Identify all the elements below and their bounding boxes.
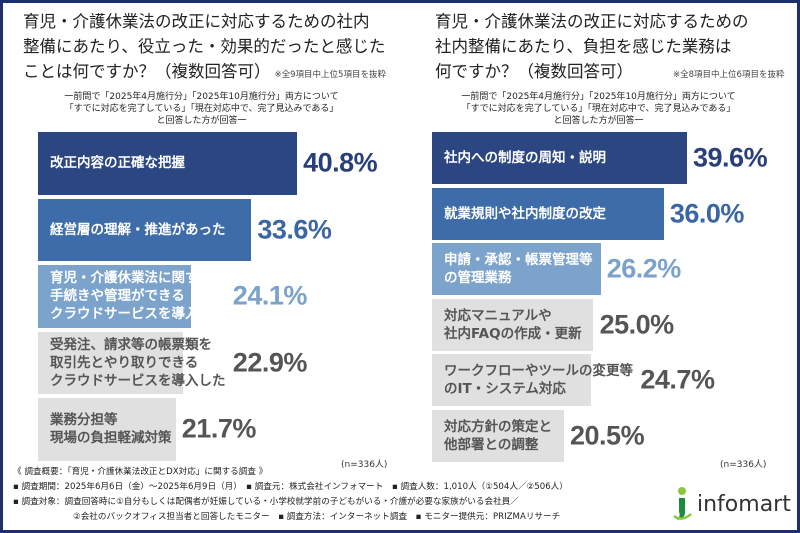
left-bar <box>38 331 184 394</box>
right-value-label: 25.0% <box>599 309 675 340</box>
left-bar-row: 育児・介護休業法に関する 手続きや管理ができる クラウドサービスを導入した 24.… <box>38 265 388 328</box>
right-panel: 育児・介護休業法の改正に対応するための 社内整備にあたり、負担を感じた業務は 何です… <box>400 3 797 470</box>
left-value-label: 22.9% <box>232 347 308 378</box>
left-subtitle-line: と回答した方が回答一 <box>156 116 247 126</box>
footer-line3: ▪ 調査対象：調査回答時に①自分もしくは配偶者が妊娠している・小学校就学前の子ど… <box>13 497 519 507</box>
right-bar-row: 対応マニュアルや 社内FAQの作成・更新 25.0% <box>432 298 782 351</box>
infomart-logo-text: infomart <box>697 491 791 517</box>
right-title-text: 育児・介護休業法の改正に対応するための <box>435 12 749 31</box>
right-question-title: 育児・介護休業法の改正に対応するための 社内整備にあたり、負担を感じた業務は 何です… <box>435 9 784 88</box>
left-bar-row: 経営層の理解・推進があった 33.6% <box>38 198 388 261</box>
left-bar-label: 受発注、請求等の帳票類を 取引先とやり取りできる クラウドサービスを導入した <box>50 336 226 389</box>
left-bar <box>38 198 252 261</box>
infomart-logo: infomart <box>671 486 791 522</box>
right-bar-row: 就業規則や社内制度の改定 36.0% <box>432 187 782 240</box>
infomart-logo-icon <box>673 487 692 520</box>
right-sample-size: (n=336人) <box>720 460 767 470</box>
right-bar <box>432 243 601 296</box>
survey-footer: 《 調査概要：「育児・介護休業法改正とDX対応」に関する調査 》 ▪ 調査期間：2… <box>13 465 568 525</box>
right-subtitle: 一前問で「2025年4月施行分」「2025年10月施行分」両方について 「すでに対… <box>400 91 797 127</box>
right-value-label: 39.6% <box>693 142 768 173</box>
right-bar <box>432 354 592 407</box>
left-value-label: 21.7% <box>181 413 257 444</box>
footer-line2: ▪ 調査期間：2025年6月6日（金）～2025年6月9日（月） ▪ 調査元：株… <box>13 482 568 492</box>
right-title-text: 何ですか？（複数回答可） <box>435 62 633 81</box>
right-bar <box>432 187 664 240</box>
right-bar <box>432 410 565 462</box>
right-bar-label: 申請・承認・帳票管理等 の管理業務 <box>444 252 593 287</box>
right-value-label: 26.2% <box>606 253 682 284</box>
left-bar-row: 業務分担等 現場の負担軽減対策 21.7% <box>38 398 388 461</box>
left-title-line: ことは何ですか？（複数回答可） ※全9項目中上位5項目を抜粋 <box>23 59 386 88</box>
left-question-title: 育児・介護休業法の改正に対応するための社内 整備にあたり、役立った・効果的だったと… <box>23 9 386 88</box>
left-title-line: 整備にあたり、役立った・効果的だったと感じた <box>23 34 386 59</box>
right-bar-row: 申請・承認・帳票管理等 の管理業務 26.2% <box>432 243 782 296</box>
right-bar-label: ワークフローやツールの変更等 のIT・システム対応 <box>444 363 633 398</box>
footer-line1: 《 調査概要：「育児・介護休業法改正とDX対応」に関する調査 》 <box>13 467 268 477</box>
right-value-label: 36.0% <box>669 198 745 229</box>
left-value-label: 24.1% <box>232 280 308 311</box>
right-note: ※全8項目中上位6項目を抜粋 <box>673 70 785 80</box>
left-title-text: 育児・介護休業法の改正に対応するための社内 <box>23 12 370 31</box>
right-bar-label: 就業規則や社内制度の改定 <box>444 205 606 222</box>
right-value-label: 24.7% <box>640 364 715 395</box>
infographic-frame: 育児・介護休業法の改正に対応するための社内 整備にあたり、役立った・効果的だったと… <box>3 3 797 530</box>
left-bar <box>38 132 298 195</box>
left-value-label: 40.8% <box>303 147 378 178</box>
left-panel: 育児・介護休業法の改正に対応するための社内 整備にあたり、役立った・効果的だったと… <box>3 3 400 470</box>
left-bar-row: 改正内容の正確な把握 40.8% <box>38 132 388 195</box>
right-title-line: 社内整備にあたり、負担を感じた業務は <box>435 34 784 59</box>
left-bar <box>38 398 176 461</box>
left-subtitle-line: 「すでに対応を完了している」「現在対応中で、完了見込みである」 <box>64 104 339 114</box>
right-value-label: 20.5% <box>570 420 645 451</box>
right-title-text: 社内整備にあたり、負担を感じた業務は <box>435 37 732 56</box>
left-bar-label: 業務分担等 現場の負担軽減対策 <box>50 412 172 447</box>
left-bar <box>38 265 192 328</box>
right-title-line: 何ですか？（複数回答可） ※全8項目中上位6項目を抜粋 <box>435 59 784 88</box>
left-value-label: 33.6% <box>257 214 332 245</box>
right-bar-label: 対応マニュアルや 社内FAQの作成・更新 <box>444 307 582 342</box>
left-bar-label: 改正内容の正確な把握 <box>50 155 185 172</box>
left-title-text: 整備にあたり、役立った・効果的だったと感じた <box>23 37 386 56</box>
right-bar-row: 対応方針の策定と 他部署との調整 20.5% <box>432 410 782 462</box>
right-bar <box>432 132 688 184</box>
right-bar-row: ワークフローやツールの変更等 のIT・システム対応 24.7% <box>432 354 782 407</box>
right-bar <box>432 298 593 351</box>
left-bar-label: 育児・介護休業法に関する 手続きや管理ができる クラウドサービスを導入した <box>50 270 226 323</box>
left-subtitle-line: 一前問で「2025年4月施行分」「2025年10月施行分」両方について <box>64 92 339 102</box>
right-bar-label: 対応方針の策定と 他部署との調整 <box>444 419 552 453</box>
left-subtitle: 一前問で「2025年4月施行分」「2025年10月施行分」両方について 「すでに対… <box>3 91 400 127</box>
left-title-text: ことは何ですか？（複数回答可） <box>23 62 271 81</box>
right-bar-label: 社内への制度の周知・説明 <box>444 150 606 166</box>
footer-line4: ②会社のバックオフィス担当者と回答したモニター ▪ 調査方法：インターネット調査… <box>73 512 561 522</box>
right-bar-row: 社内への制度の周知・説明 39.6% <box>432 132 782 184</box>
right-subtitle-line: 一前問で「2025年4月施行分」「2025年10月施行分」両方について <box>461 92 736 102</box>
right-subtitle-line: 「すでに対応を完了している」「現在対応中で、完了見込みである」 <box>461 104 736 114</box>
left-note: ※全9項目中上位5項目を抜粋 <box>274 70 386 80</box>
right-title-line: 育児・介護休業法の改正に対応するための <box>435 9 784 34</box>
right-subtitle-line: と回答した方が回答一 <box>553 116 644 126</box>
left-bar-label: 経営層の理解・推進があった <box>50 221 226 238</box>
left-sample-size: (n=336人) <box>341 460 388 470</box>
left-title-line: 育児・介護休業法の改正に対応するための社内 <box>23 9 386 34</box>
left-bar-row: 受発注、請求等の帳票類を 取引先とやり取りできる クラウドサービスを導入した 22… <box>38 331 388 394</box>
